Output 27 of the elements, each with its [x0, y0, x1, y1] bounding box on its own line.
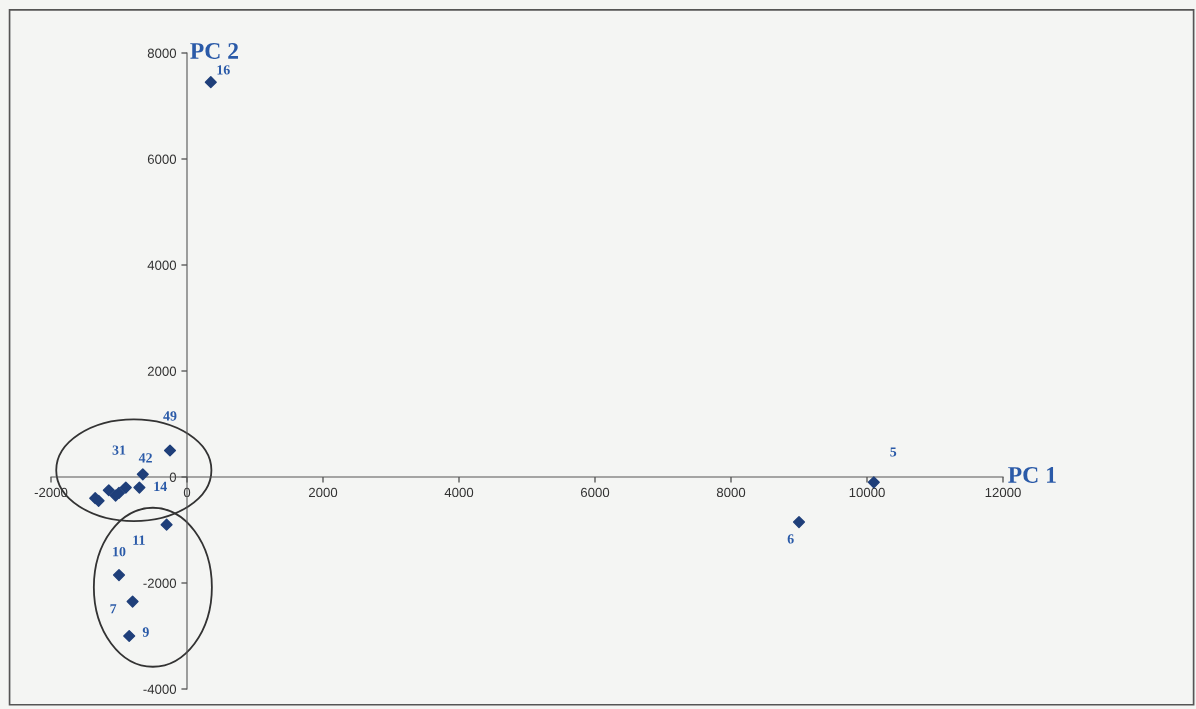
annotation: 11 [133, 535, 145, 545]
x-tick-label: 2000 [308, 487, 338, 498]
x-tick-label: 6000 [581, 487, 610, 498]
annotation: 6 [787, 534, 794, 544]
y-tick-label: 4000 [147, 260, 177, 270]
annotation: 14 [154, 481, 167, 491]
x-tick-label: 8000 [716, 487, 746, 498]
annotation: 42 [138, 453, 152, 463]
y-tick-label: 6000 [147, 154, 177, 164]
x-tick-label: 4000 [444, 487, 474, 498]
annotation: 5 [890, 447, 897, 457]
y-tick-label: 8000 [147, 48, 177, 58]
x-tick-label: 12000 [985, 487, 1021, 498]
y-axis-title: PC 2 [190, 43, 239, 59]
annotation: 31 [112, 445, 126, 455]
y-tick-label: 2000 [147, 366, 177, 376]
y-tick-label: -4000 [143, 684, 177, 694]
annotation: 7 [110, 604, 117, 614]
annotation: 16 [217, 65, 230, 75]
x-tick-label: 0 [183, 487, 191, 498]
y-tick-label: 0 [169, 472, 177, 482]
annotation: 49 [163, 411, 177, 421]
y-tick-label: -2000 [143, 578, 177, 588]
x-tick-label: 10000 [849, 487, 885, 498]
annotation: 9 [142, 627, 149, 637]
annotation: 10 [113, 546, 126, 557]
x-axis-title: PC 1 [1008, 467, 1056, 483]
